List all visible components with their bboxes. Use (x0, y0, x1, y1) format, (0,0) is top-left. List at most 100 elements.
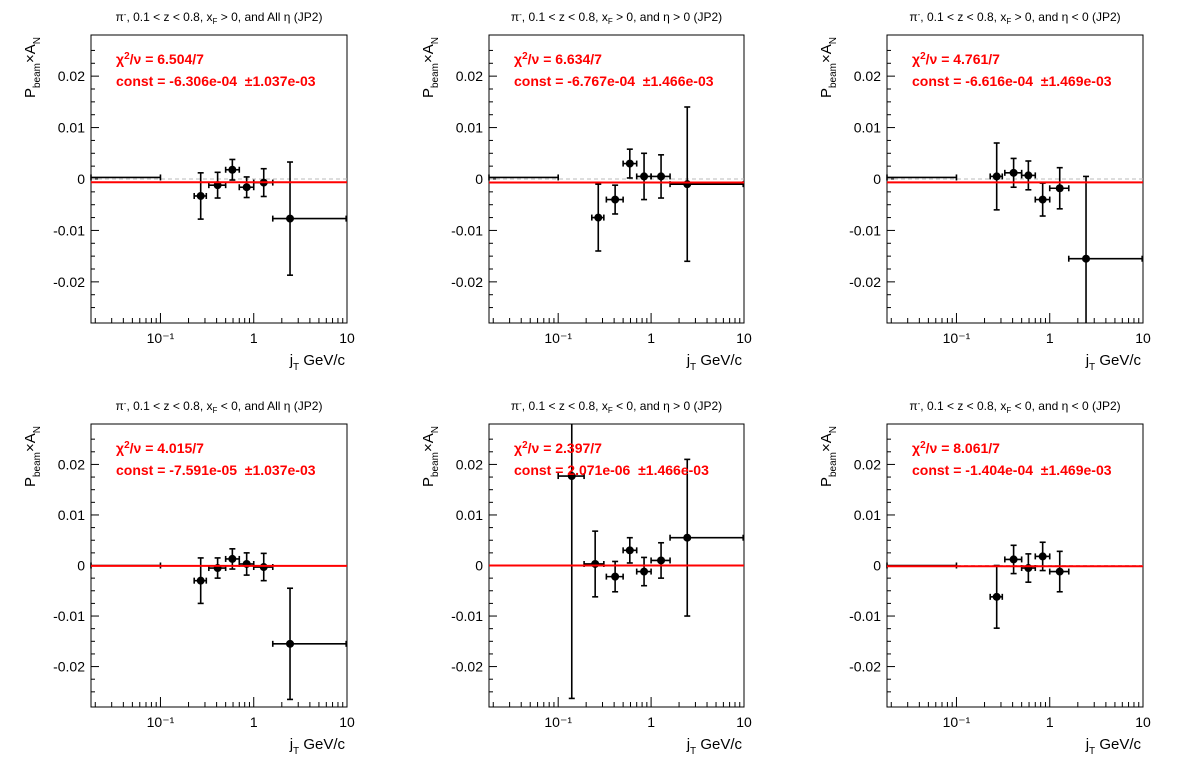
x-label-part: j (1085, 352, 1089, 369)
x-label-part: j (686, 736, 690, 753)
x-label-part: GeV/c (303, 352, 345, 369)
data-point (989, 564, 1004, 629)
data-point (590, 183, 605, 252)
x-tick-label: 1 (647, 330, 655, 346)
data-point (208, 171, 227, 199)
y-label-part: N (430, 426, 441, 433)
x-label-part: j (289, 736, 293, 753)
chart-panel: π-, 0.1 < z < 0.8, xF < 0, and η > 0 (JP… (420, 399, 752, 757)
title-part: > 0, and All η (JP2) (217, 10, 322, 24)
fit-chi-part: /ν = 4.015/7 (130, 440, 205, 456)
title-part: π (909, 10, 917, 24)
title-part: , 0.1 < z < 0.8, x (126, 10, 212, 24)
fit-const-label: const = -7.591e-05 ±1.037e-03 (116, 462, 316, 478)
y-label-part: N (828, 37, 839, 44)
chart-panel: π-, 0.1 < z < 0.8, xF > 0, and η > 0 (JP… (420, 10, 752, 373)
data-point (669, 106, 744, 263)
x-tick-label: 10 (339, 330, 355, 346)
x-label-part: j (686, 352, 690, 369)
marker (286, 639, 295, 648)
x-tick-label: 10 (736, 330, 752, 346)
marker (591, 559, 600, 568)
y-tick-label: 0 (77, 558, 85, 574)
y-label-part: beam (32, 63, 43, 88)
title-part: F (213, 17, 218, 26)
data-point (193, 557, 208, 605)
y-label-part: beam (828, 452, 839, 477)
fit-chi-part: χ (514, 440, 522, 456)
data-point (90, 174, 162, 181)
data-point (1067, 175, 1143, 323)
data-point (252, 552, 274, 582)
y-label-part: N (828, 426, 839, 433)
fit-chi-part: 2 (124, 440, 130, 451)
marker (1038, 552, 1047, 561)
x-label-part: T (293, 746, 299, 757)
x-axis-label: jT GeV/c (289, 352, 346, 373)
title-part: π (116, 10, 124, 24)
y-tick-label: -0.01 (53, 222, 85, 238)
marker (259, 563, 268, 572)
x-tick-label: 1 (647, 714, 655, 730)
x-tick-label: 1 (1046, 714, 1054, 730)
chart-title: π-, 0.1 < z < 0.8, xF > 0, and All η (JP… (116, 10, 323, 26)
x-tick-label: 10 (736, 714, 752, 730)
y-tick-label: 0.01 (854, 507, 881, 523)
data-point (583, 530, 605, 598)
x-tick-label: 1 (250, 714, 258, 730)
y-tick-label: 0.01 (58, 507, 85, 523)
chart-panel: π-, 0.1 < z < 0.8, xF < 0, and η < 0 (JP… (818, 399, 1151, 757)
title-part: F (213, 406, 218, 415)
fit-chi-part: /ν = 8.061/7 (926, 440, 1001, 456)
x-tick-label: 10 (339, 714, 355, 730)
y-tick-label: 0.02 (854, 68, 881, 84)
fit-chi-part: χ (116, 51, 124, 67)
title-part: < 0, and η > 0 (JP2) (613, 399, 722, 413)
y-label-part: P (22, 477, 39, 487)
y-axis-label: Pbeam×AN (22, 426, 43, 487)
data-point (605, 184, 624, 215)
x-tick-label: 10⁻¹ (147, 714, 175, 730)
title-part: - (124, 399, 127, 408)
x-label-part: T (1089, 362, 1095, 373)
data-point (238, 176, 255, 199)
x-tick-label: 1 (1046, 330, 1054, 346)
data-point (622, 536, 638, 564)
y-tick-label: -0.02 (451, 274, 483, 290)
fit-chi2-label: χ2/ν = 6.634/7 (514, 51, 602, 67)
fit-const-label: const = -6.767e-04 ±1.466e-03 (514, 73, 714, 89)
x-axis-label: jT GeV/c (1085, 736, 1142, 757)
chart-panel: π-, 0.1 < z < 0.8, xF < 0, and All η (JP… (22, 399, 355, 757)
y-tick-label: 0.02 (456, 456, 483, 472)
data-point (488, 174, 559, 181)
chart-panel: π-, 0.1 < z < 0.8, xF > 0, and All η (JP… (22, 10, 355, 373)
title-part: < 0, and η < 0 (JP2) (1011, 399, 1120, 413)
x-tick-label: 10⁻¹ (147, 330, 175, 346)
title-part: , 0.1 < z < 0.8, x (522, 10, 608, 24)
title-part: F (1006, 17, 1011, 26)
x-tick-label: 10⁻¹ (943, 330, 971, 346)
y-label-part: P (420, 88, 437, 98)
y-label-part: P (818, 477, 835, 487)
title-part: > 0, and η > 0 (JP2) (613, 10, 722, 24)
y-tick-label: 0.01 (456, 120, 483, 136)
data-point (635, 152, 652, 201)
data-point (1004, 544, 1023, 575)
data-point (1048, 550, 1070, 593)
data-point (605, 560, 624, 593)
marker (625, 546, 634, 555)
y-axis-label: Pbeam×AN (818, 37, 839, 98)
y-tick-label: 0 (475, 558, 483, 574)
y-label-part: ×A (818, 433, 835, 452)
y-label-part: N (430, 37, 441, 44)
title-part: < 0, and All η (JP2) (217, 399, 322, 413)
x-label-part: GeV/c (700, 352, 742, 369)
marker (594, 213, 603, 222)
y-label-part: ×A (22, 433, 39, 452)
y-tick-label: -0.02 (53, 659, 85, 675)
x-label-part: T (690, 746, 696, 757)
x-tick-label: 10⁻¹ (544, 714, 572, 730)
title-part: π (116, 399, 124, 413)
y-tick-label: 0.02 (58, 456, 85, 472)
